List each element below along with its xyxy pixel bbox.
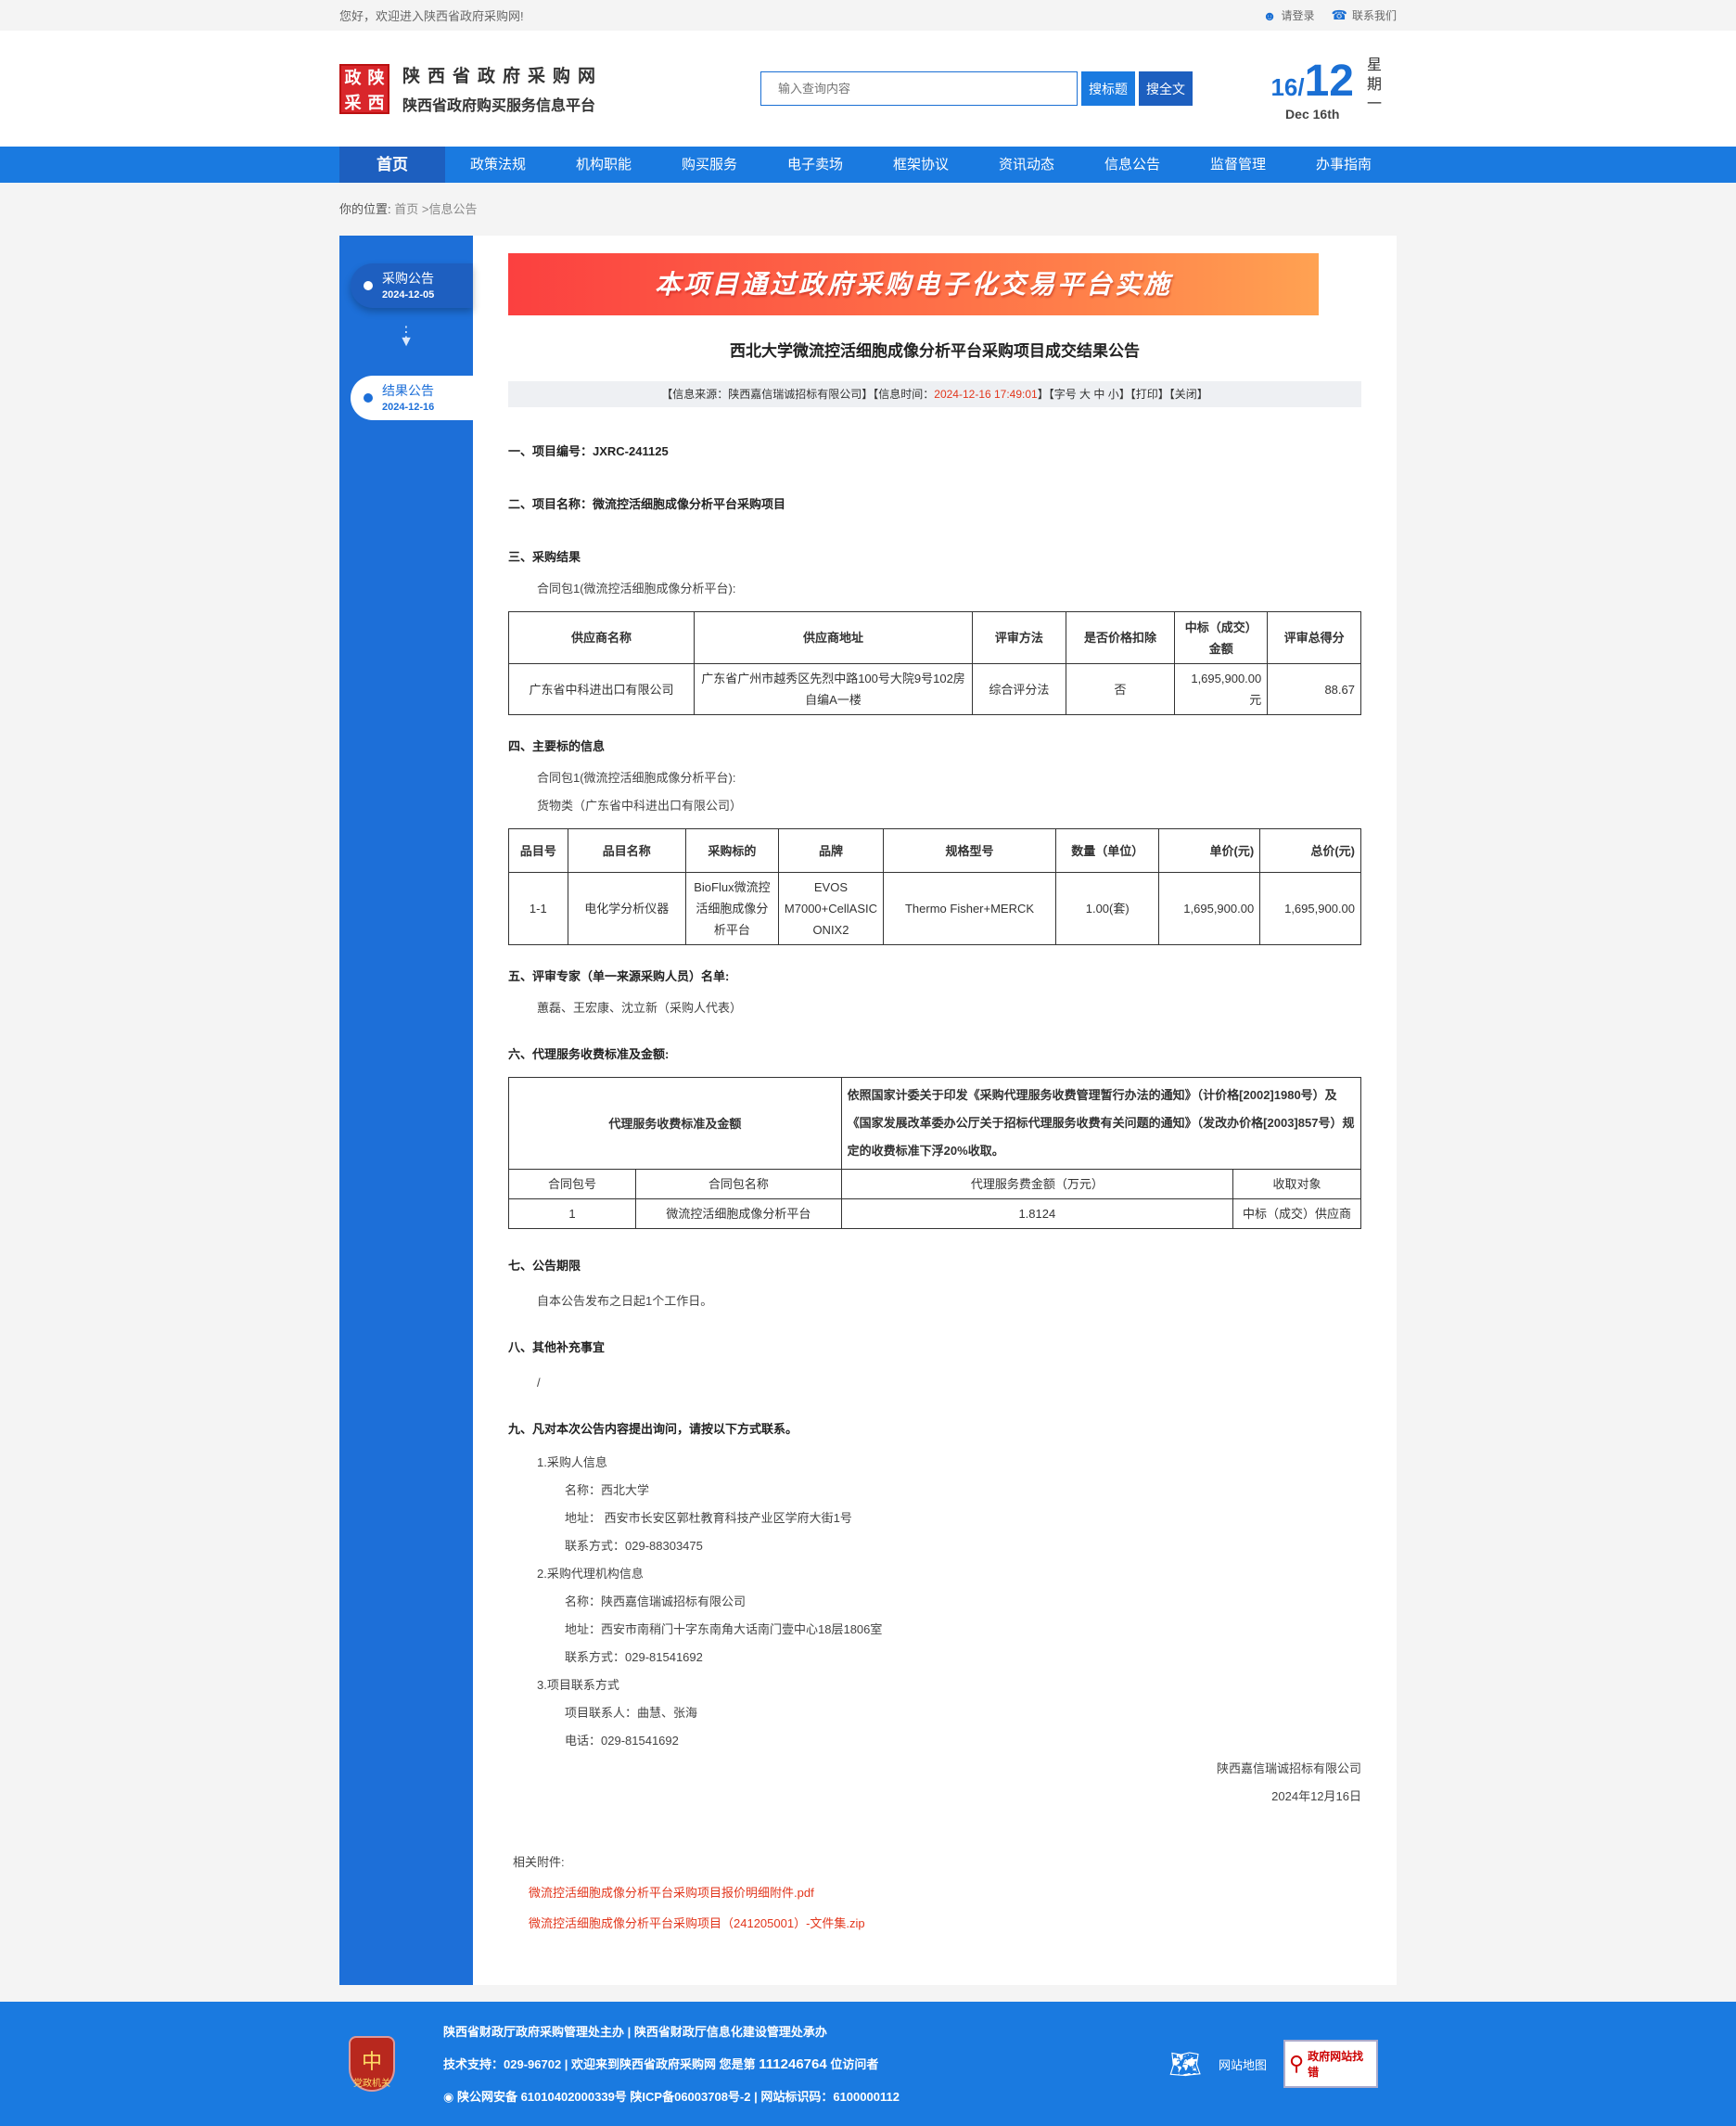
nav-home[interactable]: 首页 — [339, 147, 445, 183]
table-row: 广东省中科进出口有限公司 广东省广州市越秀区先烈中路100号大院9号102房自编A… — [508, 663, 1361, 715]
user-icon: ☻ — [1262, 7, 1277, 23]
section-5: 五、评审专家（单一来源采购人员）名单: — [508, 969, 730, 983]
section-3: 三、采购结果 — [508, 550, 581, 564]
section-2: 二、项目名称：微流控活细胞成像分析平台采购项目 — [508, 497, 786, 511]
footer: 中党政机关 陕西省财政厅政府采购管理处主办 | 陕西省财政厅信息化建设管理处承办… — [0, 2002, 1736, 2126]
search-fulltext-button[interactable]: 搜全文 — [1139, 71, 1194, 106]
search-title-button[interactable]: 搜标题 — [1081, 71, 1136, 106]
section-6: 六、代理服务收费标准及金额: — [508, 1047, 670, 1061]
main-nav: 首页 政策法规 机构职能 购买服务 电子卖场 框架协议 资讯动态 信息公告 监督… — [0, 147, 1736, 183]
section-4: 四、主要标的信息 — [508, 739, 606, 753]
nav-org[interactable]: 机构职能 — [575, 157, 632, 173]
visitor-count: 111246764 — [759, 2056, 827, 2072]
article: 本项目通过政府采购电子化交易平台实施 西北大学微流控活细胞成像分析平台采购项目成… — [473, 236, 1397, 1985]
table-row: 1 微流控活细胞成像分析平台 1.8124 中标（成交）供应商 — [508, 1198, 1361, 1229]
phone-icon: ☎ — [1331, 7, 1347, 22]
section-7: 七、公告期限 — [508, 1259, 581, 1273]
nav-policy[interactable]: 政策法规 — [469, 157, 526, 173]
police-emblem-icon: ◉ — [443, 2089, 454, 2104]
publish-time: 2024-12-16 17:49:01 — [934, 388, 1038, 401]
nav-e-mall[interactable]: 电子卖场 — [786, 157, 843, 173]
breadcrumb: 你的位置: 首页 >信息公告 — [339, 202, 478, 216]
sidebar-item-procurement-notice[interactable]: 采购公告 2024-12-05 — [351, 263, 473, 308]
sidebar: 采购公告 2024-12-05 ⋮ ▼ 结果公告 2024-12-16 — [339, 236, 473, 1985]
section-1: 一、项目编号：JXRC-241125 — [508, 444, 669, 458]
signature-date: 2024年12月16日 — [1271, 1789, 1361, 1803]
breadcrumb-path[interactable]: 首页 >信息公告 — [394, 202, 478, 216]
agency-fee-table: 代理服务收费标准及金额 依照国家计委关于印发《采购代理服务收费管理暂行办法的通知》… — [508, 1077, 1362, 1229]
items-table: 品目号 品目名称 采购标的 品牌 规格型号 数量（单位） 单价(元) 总价(元) 1-1 电化学… — [508, 828, 1361, 945]
contact-link[interactable]: ☎ 联系我们 — [1331, 7, 1397, 22]
section-9: 九、凡对本次公告内容提出询问，请按以下方式联系。 — [508, 1422, 798, 1436]
party-government-badge[interactable]: 中党政机关 — [349, 2036, 395, 2092]
nav-purchase-service[interactable]: 购买服务 — [681, 157, 737, 173]
result-table: 供应商名称 供应商地址 评审方法 是否价格扣除 中标（成交）金额 评审总得分 广东省中科进… — [508, 611, 1361, 715]
find-error-button[interactable]: ⚲ 政府网站找错 — [1283, 2040, 1378, 2088]
site-subtitle: 陕西省政府购买服务信息平台 — [402, 98, 596, 114]
attachment-link-zip[interactable]: 微流控活细胞成像分析平台采购项目（241205001）-文件集.zip — [529, 1916, 865, 1930]
arrow-down-icon: ⋮ ▼ — [399, 325, 414, 350]
attachment-link-pdf[interactable]: 微流控活细胞成像分析平台采购项目报价明细附件.pdf — [529, 1886, 814, 1900]
magnifier-icon: ⚲ — [1289, 2052, 1305, 2075]
nav-news[interactable]: 资讯动态 — [998, 157, 1054, 173]
site-name: 陕西省政府采购网 — [402, 67, 604, 86]
logo-mark: 政陕采西 — [339, 63, 389, 114]
top-bar: 您好，欢迎进入陕西省政府采购网! ☻ 请登录 ☎ 联系我们 — [0, 0, 1736, 31]
info-bar: 【信息来源：陕西嘉信瑞诚招标有限公司】【信息时间：2024-12-16 17:4… — [508, 381, 1361, 407]
sidebar-item-result-notice[interactable]: 结果公告 2024-12-16 — [351, 376, 473, 420]
attachments: 相关附件: 微流控活细胞成像分析平台采购项目报价明细附件.pdf 微流控活细胞成… — [508, 1852, 1361, 1931]
table-row: 1-1 电化学分析仪器 BioFlux微流控活细胞成像分析平台 EVOS M7000+… — [508, 872, 1361, 945]
date-widget: 16/12 Dec 16th 星期一 — [1270, 57, 1383, 122]
section-8: 八、其他补充事宜 — [508, 1340, 606, 1354]
font-size-print-close-controls[interactable]: 】【字号 大 中 小】【打印】【关闭】 — [1037, 388, 1208, 401]
nav-notices[interactable]: 信息公告 — [1104, 157, 1160, 173]
login-link[interactable]: ☻ 请登录 — [1262, 7, 1315, 23]
sitemap-link[interactable]: 网站地图 — [1218, 2057, 1267, 2072]
page-title: 西北大学微流控活细胞成像分析平台采购项目成交结果公告 — [730, 342, 1140, 360]
platform-banner: 本项目通过政府采购电子化交易平台实施 — [508, 253, 1319, 315]
nav-supervision[interactable]: 监督管理 — [1209, 157, 1266, 173]
welcome-text: 您好，欢迎进入陕西省政府采购网! — [339, 9, 524, 23]
search-input[interactable] — [760, 71, 1079, 106]
nav-guide[interactable]: 办事指南 — [1315, 157, 1372, 173]
signature-company: 陕西嘉信瑞诚招标有限公司 — [1216, 1761, 1361, 1775]
map-icon[interactable]: 🗺 — [1168, 2049, 1202, 2079]
nav-framework[interactable]: 框架协议 — [892, 157, 949, 173]
site-logo[interactable]: 政陕采西 陕西省政府采购网 陕西省政府购买服务信息平台 — [339, 62, 603, 115]
